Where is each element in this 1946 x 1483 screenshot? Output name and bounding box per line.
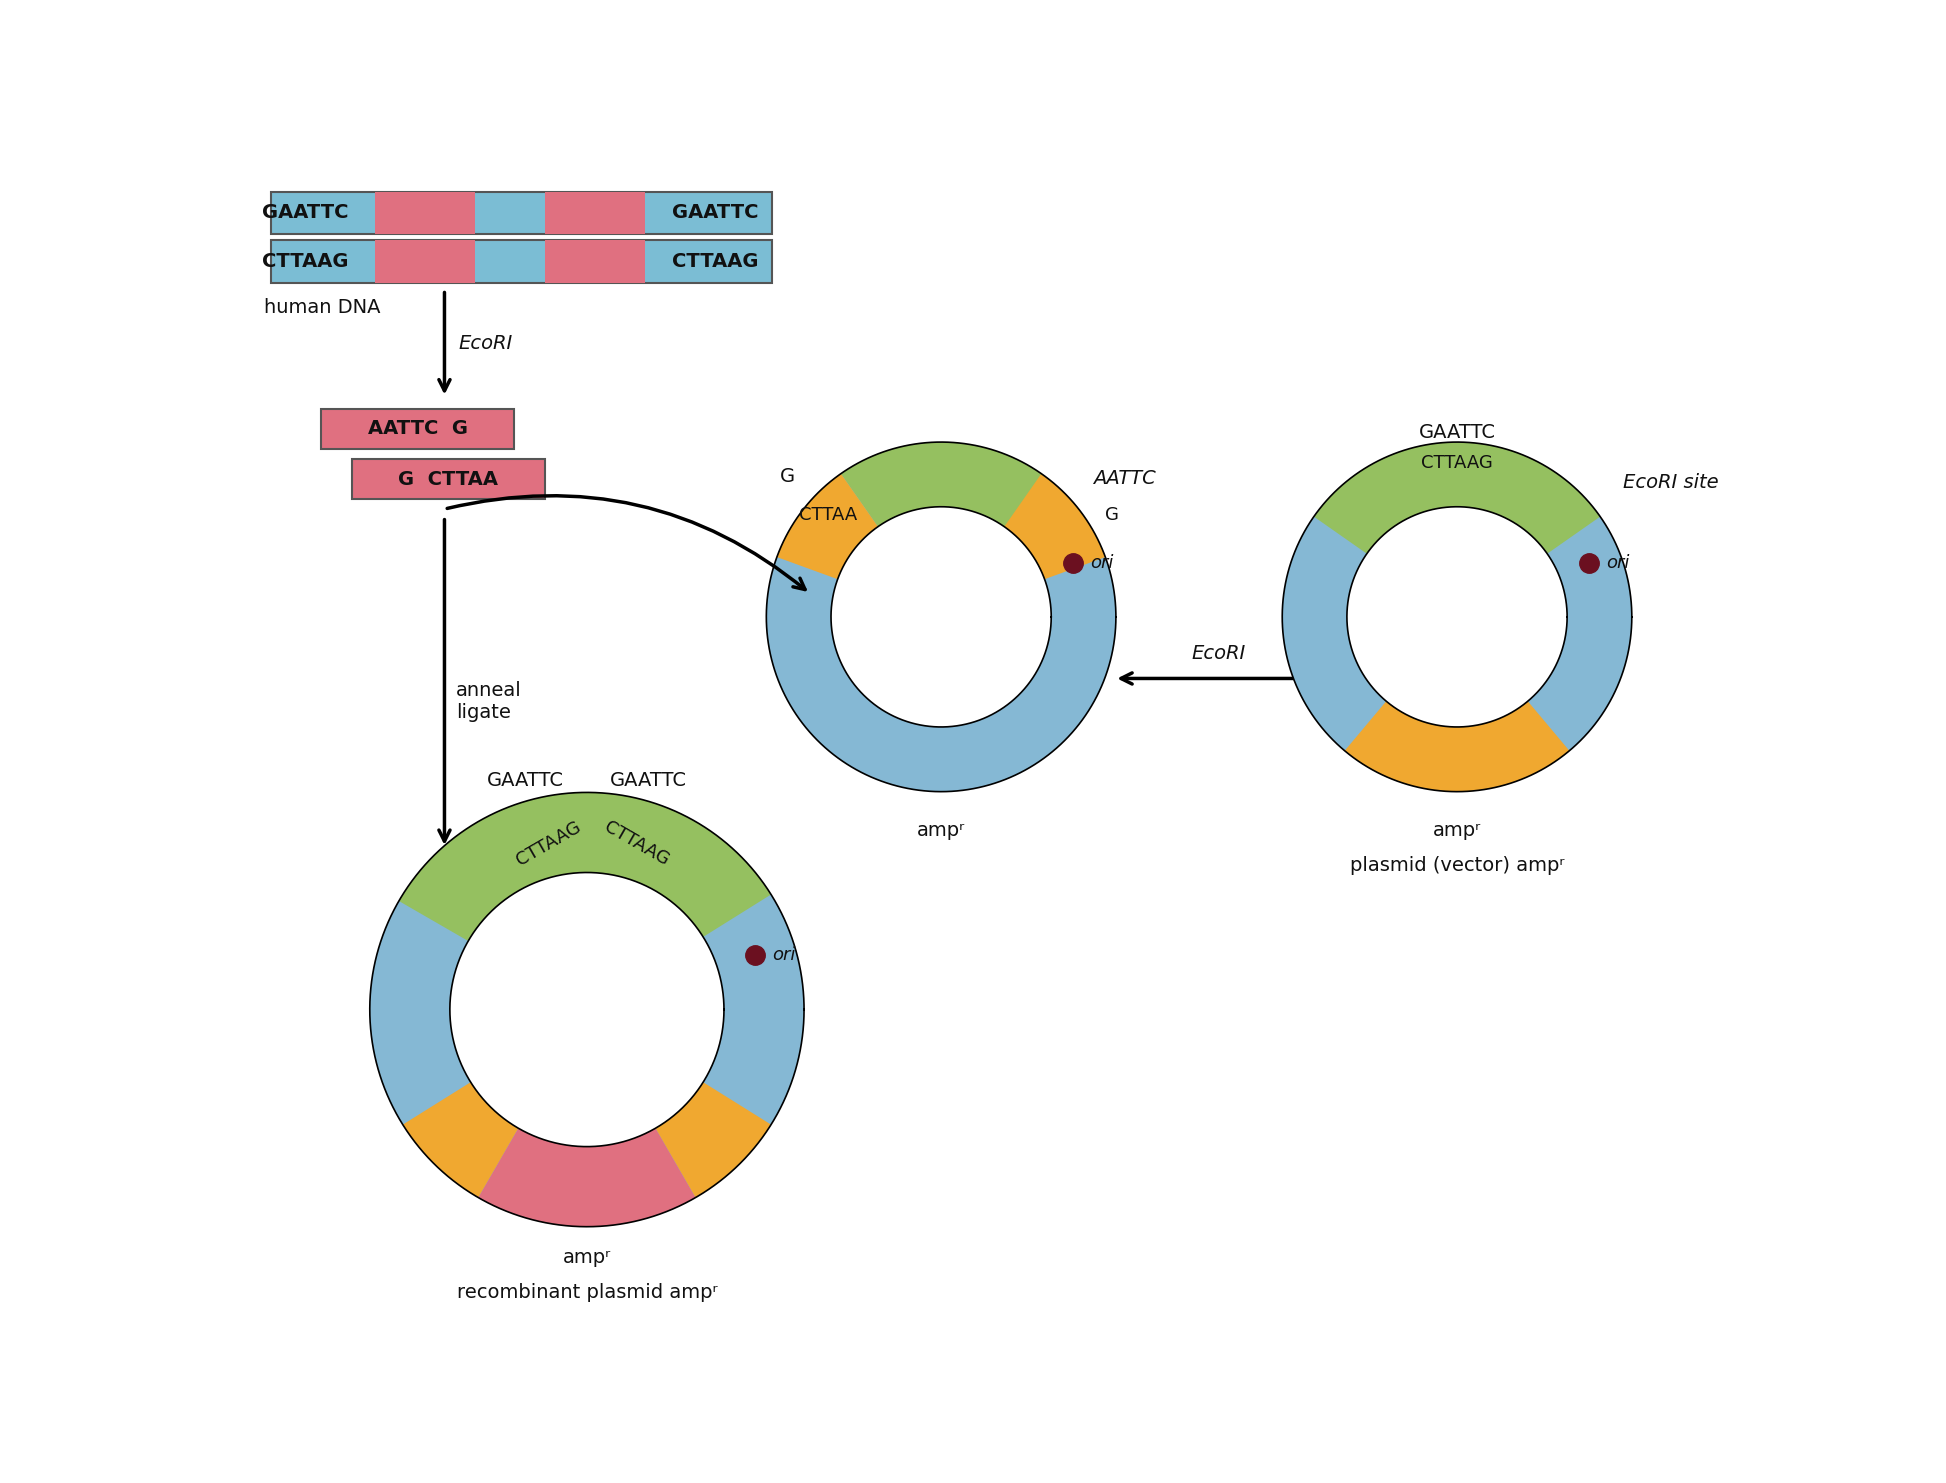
Text: CTTAAG: CTTAAG	[601, 819, 673, 869]
Polygon shape	[479, 1129, 695, 1226]
Text: AATTC  G: AATTC G	[368, 420, 467, 439]
Text: CTTAA: CTTAA	[800, 506, 858, 523]
Text: GAATTC: GAATTC	[671, 203, 759, 222]
Text: AATTC: AATTC	[1092, 469, 1156, 488]
Text: GAATTC: GAATTC	[486, 771, 564, 789]
Text: ori: ori	[1090, 555, 1113, 572]
Text: plasmid (vector) ampʳ: plasmid (vector) ampʳ	[1351, 856, 1565, 875]
Bar	[352, 460, 545, 500]
Bar	[270, 191, 773, 234]
Text: GAATTC: GAATTC	[261, 203, 348, 222]
Polygon shape	[841, 442, 1092, 562]
Polygon shape	[767, 442, 1115, 792]
FancyArrowPatch shape	[448, 495, 806, 590]
Polygon shape	[1314, 442, 1600, 553]
Text: ori: ori	[773, 946, 796, 964]
Polygon shape	[370, 792, 804, 1226]
Text: G: G	[780, 467, 796, 485]
Polygon shape	[1004, 473, 1105, 580]
Text: CTTAAG: CTTAAG	[671, 252, 759, 271]
Polygon shape	[1345, 701, 1568, 792]
Polygon shape	[776, 473, 878, 580]
Text: anneal
ligate: anneal ligate	[455, 681, 522, 722]
Text: G  CTTAA: G CTTAA	[399, 470, 498, 488]
Text: GAATTC: GAATTC	[1419, 423, 1496, 442]
Text: recombinant plasmid ampʳ: recombinant plasmid ampʳ	[457, 1283, 718, 1302]
Polygon shape	[1282, 442, 1633, 792]
Bar	[376, 240, 475, 283]
Text: ori: ori	[1605, 555, 1629, 572]
Text: ampʳ: ampʳ	[562, 1249, 611, 1268]
Bar	[545, 240, 644, 283]
Text: EcoRI site: EcoRI site	[1623, 473, 1718, 491]
Text: human DNA: human DNA	[263, 298, 379, 317]
Text: CTTAAG: CTTAAG	[261, 252, 348, 271]
Bar	[545, 191, 644, 234]
Text: G: G	[1105, 506, 1119, 523]
Polygon shape	[403, 1083, 518, 1198]
Text: EcoRI: EcoRI	[459, 334, 512, 353]
Text: GAATTC: GAATTC	[609, 771, 687, 789]
Text: ampʳ: ampʳ	[917, 822, 965, 839]
Text: EcoRI: EcoRI	[1191, 644, 1245, 663]
Text: CTTAAG: CTTAAG	[1421, 454, 1493, 472]
Text: CTTAAG: CTTAAG	[514, 819, 584, 869]
Bar	[270, 240, 773, 283]
Bar	[376, 191, 475, 234]
Text: ampʳ: ampʳ	[1432, 822, 1481, 839]
Polygon shape	[656, 1083, 771, 1198]
Bar	[321, 409, 514, 449]
Polygon shape	[399, 792, 771, 942]
